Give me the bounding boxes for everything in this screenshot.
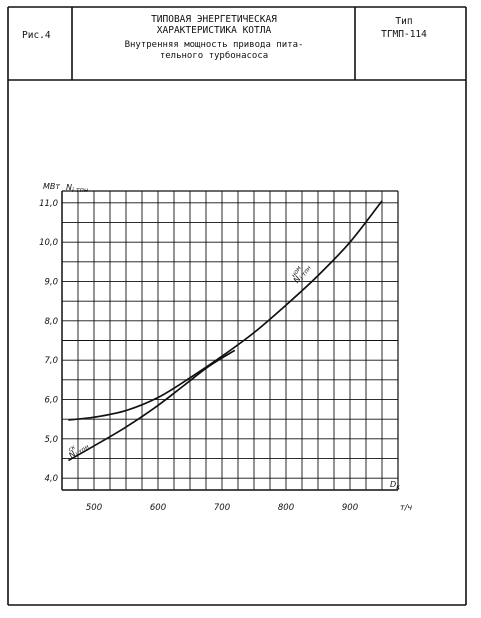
series-line-nom [68,200,383,421]
header-title-line1: ТИПОВАЯ ЭНЕРГЕТИЧЕСКАЯ [151,14,277,25]
y-tick-label: 4,0 [44,474,58,484]
x-axis-symbol: Dк [390,480,400,491]
y-tick-label: 5,0 [44,435,58,445]
x-tick-label: 500 [86,503,102,513]
type-value: ТГМП-114 [381,29,427,40]
y-axis-unit: МВт [43,182,60,191]
y-tick-label: 6,0 [44,396,58,406]
series-line-sk [67,349,236,462]
y-tick-label: 9,0 [44,277,58,287]
y-axis-symbol: Ni тпн [66,183,88,194]
y-tick-label: 8,0 [44,317,58,327]
header-title-line2: ХАРАКТЕРИСТИКА КОТЛА [157,25,272,36]
y-tick-label: 10,0 [39,238,58,248]
x-axis-unit: т/ч [400,503,412,512]
y-tick-label: 7,0 [44,356,58,366]
y-tick-label: 11,0 [39,199,58,209]
x-tick-label: 900 [342,503,358,513]
x-tick-label: 600 [150,503,166,513]
page-frame [7,6,467,606]
type-label: Тип [395,16,412,27]
x-tick-label: 800 [278,503,294,513]
header-subtitle-line1: Внутренняя мощность привода пита- [125,40,304,50]
x-tick-label: 700 [214,503,230,513]
figure-label: Рис.4 [22,30,51,41]
plot-area: 4,0 5,0 6,0 7,0 8,0 9,0 10,0 11,0 500 600 700 800 90… [39,182,412,513]
header-subtitle-line2: тельного турбонасоса [160,50,268,61]
